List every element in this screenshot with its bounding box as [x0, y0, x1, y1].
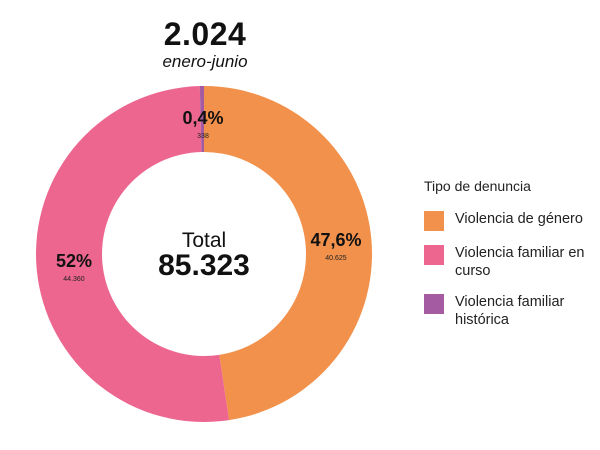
chart-period: enero-junio	[162, 52, 248, 71]
slice-count-violencia-genero: 40.625	[325, 255, 347, 262]
legend-item-violencia-familiar-curso: Violencia familiar en curso	[424, 244, 590, 280]
legend-label: Violencia familiar en curso	[455, 245, 585, 279]
legend-swatch	[424, 245, 444, 265]
legend-item-violencia-genero: Violencia de género	[424, 210, 590, 231]
legend-item-violencia-familiar-historica: Violencia familiar histórica	[424, 293, 590, 329]
slice-percent-violencia-familiar-historica: 0,4%	[182, 108, 223, 128]
slice-count-violencia-familiar-curso: 44.360	[63, 276, 85, 283]
center-label: Total	[182, 229, 226, 252]
slice-percent-violencia-familiar-curso: 52%	[56, 251, 92, 271]
slice-violencia-familiar-curso	[36, 86, 230, 423]
slice-count-violencia-familiar-historica: 338	[197, 133, 209, 140]
legend-label: Violencia de género	[455, 211, 583, 227]
slice-violencia-familiar-historica	[199, 86, 204, 153]
legend-swatch	[424, 294, 444, 314]
legend: Tipo de denuncia Violencia de género Vio…	[424, 178, 590, 342]
center-total: 85.323	[158, 249, 250, 282]
legend-title: Tipo de denuncia	[424, 178, 531, 194]
slice-violencia-genero	[204, 86, 373, 421]
slice-percent-violencia-genero: 47,6%	[310, 230, 361, 250]
legend-swatch	[424, 211, 444, 231]
legend-label: Violencia familiar histórica	[455, 294, 565, 328]
chart-year: 2.024	[163, 16, 247, 52]
